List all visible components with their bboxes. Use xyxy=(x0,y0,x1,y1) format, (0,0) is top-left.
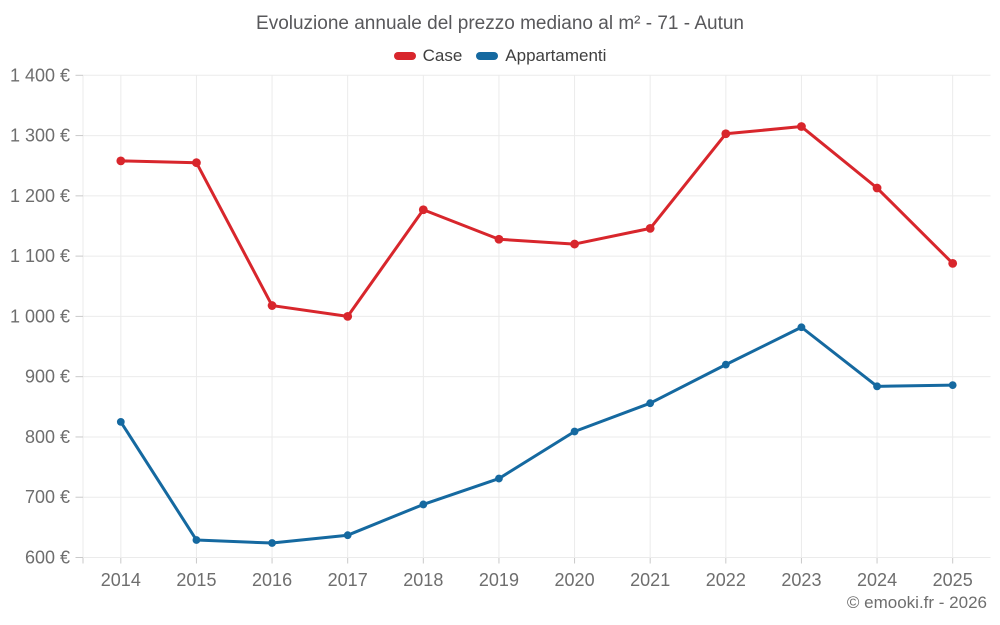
x-axis-label: 2014 xyxy=(101,570,141,590)
data-point-appartamenti-2025[interactable] xyxy=(948,381,957,390)
y-axis-label: 1 300 € xyxy=(10,126,70,146)
data-point-appartamenti-2019[interactable] xyxy=(495,474,503,483)
x-axis-label: 2023 xyxy=(781,570,821,590)
legend-label-appartamenti: Appartamenti xyxy=(505,46,607,65)
data-point-case-2016[interactable] xyxy=(267,301,277,310)
data-point-case-2025[interactable] xyxy=(948,258,958,268)
data-point-case-2023[interactable] xyxy=(797,122,806,131)
y-axis-label: 900 € xyxy=(25,367,70,387)
x-axis-label: 2018 xyxy=(403,570,443,590)
data-point-appartamenti-2020[interactable] xyxy=(570,427,579,436)
x-axis-label: 2025 xyxy=(933,570,973,590)
x-axis-label: 2020 xyxy=(555,570,595,590)
data-point-appartamenti-2015[interactable] xyxy=(192,536,201,544)
y-axis-label: 600 € xyxy=(25,548,70,568)
legend-swatch-case-icon xyxy=(393,52,416,60)
y-axis-label: 1 100 € xyxy=(10,246,70,266)
y-axis-label: 1 400 € xyxy=(10,65,70,85)
data-point-appartamenti-2017[interactable] xyxy=(343,531,352,540)
legend-item-appartamenti[interactable]: Appartamenti xyxy=(476,46,606,66)
y-axis-label: 700 € xyxy=(25,487,70,507)
y-axis-label: 1 000 € xyxy=(10,306,70,326)
data-point-appartamenti-2014[interactable] xyxy=(116,417,125,426)
data-point-appartamenti-2024[interactable] xyxy=(873,382,881,391)
y-axis-label: 1 200 € xyxy=(10,186,70,206)
data-point-case-2014[interactable] xyxy=(116,156,126,166)
x-axis-label: 2024 xyxy=(857,570,897,590)
data-point-case-2024[interactable] xyxy=(872,183,882,193)
data-point-appartamenti-2018[interactable] xyxy=(419,500,428,509)
data-point-case-2020[interactable] xyxy=(570,239,579,249)
data-point-appartamenti-2023[interactable] xyxy=(797,323,806,332)
legend-item-case[interactable]: Case xyxy=(393,46,463,66)
legend: Case Appartamenti xyxy=(0,46,1000,66)
data-point-appartamenti-2021[interactable] xyxy=(646,399,655,408)
data-point-case-2022[interactable] xyxy=(721,129,731,139)
data-point-appartamenti-2022[interactable] xyxy=(721,360,730,369)
data-point-appartamenti-2016[interactable] xyxy=(268,539,276,547)
x-axis-label: 2016 xyxy=(252,570,292,590)
data-point-case-2019[interactable] xyxy=(494,234,504,244)
x-axis-label: 2022 xyxy=(706,570,746,590)
series-line-appartamenti xyxy=(119,325,955,545)
data-point-case-2015[interactable] xyxy=(192,158,201,168)
data-point-case-2021[interactable] xyxy=(645,223,655,233)
x-axis-label: 2015 xyxy=(176,570,216,590)
copyright: © emooki.fr - 2026 xyxy=(846,593,987,612)
chart-title: Evoluzione annuale del prezzo mediano al… xyxy=(256,13,744,34)
data-point-case-2018[interactable] xyxy=(418,205,428,215)
y-axis-label: 800 € xyxy=(25,427,70,447)
data-point-case-2017[interactable] xyxy=(343,312,353,321)
x-axis-label: 2017 xyxy=(328,570,368,590)
x-axis-label: 2021 xyxy=(630,570,670,590)
legend-label-case: Case xyxy=(422,46,463,65)
legend-swatch-appartamenti-icon xyxy=(476,52,499,60)
x-axis-label: 2019 xyxy=(479,570,519,590)
series-line-case xyxy=(119,125,955,318)
